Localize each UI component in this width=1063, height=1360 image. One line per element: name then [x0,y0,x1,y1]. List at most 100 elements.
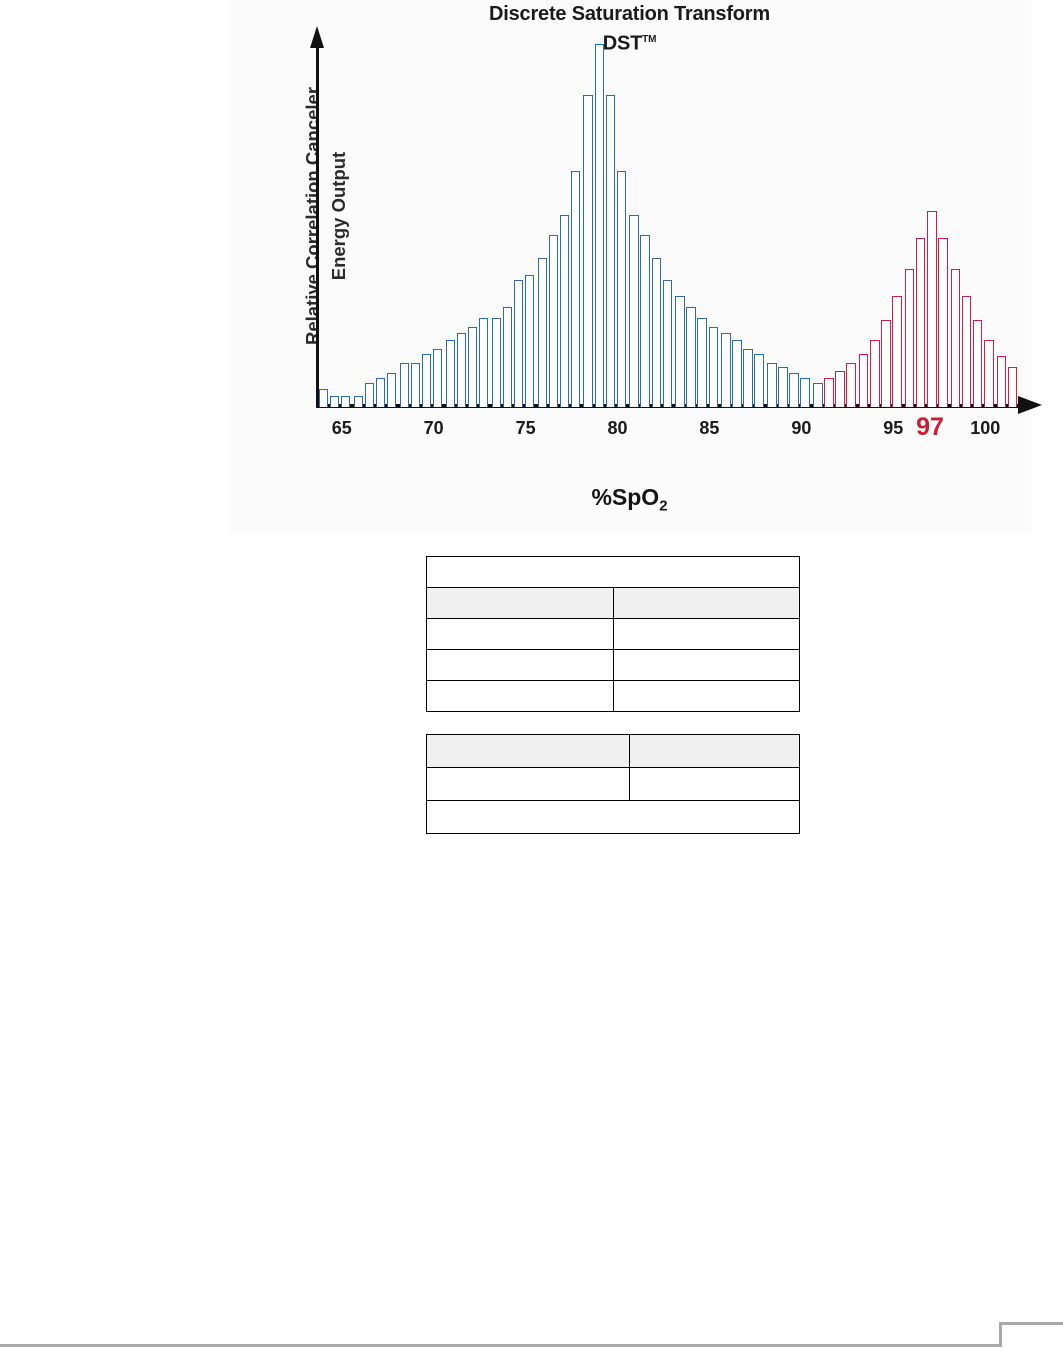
table-row [426,800,800,834]
histogram-bar [686,307,696,407]
histogram-bar [340,396,351,407]
histogram-plot-area [316,44,1022,407]
table-cell [426,587,614,619]
data-table-two [426,734,800,834]
histogram-bar [813,383,823,407]
histogram-bar [605,94,615,407]
x-tick-label: 85 [699,418,720,438]
table-row [426,767,800,801]
y-axis-arrow-icon [310,26,324,48]
histogram-bar [767,363,777,407]
chart-title: Discrete Saturation Transform DSTTM [228,2,1031,57]
histogram-bar [927,210,937,407]
table-cell [426,800,800,834]
histogram-bar [662,279,672,407]
histogram-bar [846,363,856,407]
x-tick-label: 65 [331,418,352,438]
table-cell [426,556,800,588]
table-cell [426,734,630,768]
table-row [426,618,800,650]
histogram-bar [375,377,385,407]
chart-title-line2: DSTTM [228,27,1031,57]
histogram-bar [800,377,810,407]
histogram-bar [905,269,915,407]
data-table-one [426,556,800,712]
histogram-bar [973,319,983,407]
histogram-bar [491,318,501,407]
histogram-bar [386,372,396,407]
histogram-bar [399,363,409,407]
x-tick-label: 70 [423,418,444,438]
histogram-bar [721,332,731,407]
histogram-bar [789,372,799,407]
histogram-bar [754,354,764,407]
histogram-bar [570,171,580,407]
x-tick-label: 90 [791,418,812,438]
histogram-bar [675,296,685,407]
table-row [426,680,800,712]
histogram-bar [478,318,488,407]
histogram-bar [467,327,477,407]
x-axis-tick-labels: 65 70 75 80 85 90 95 97 100 [228,413,1031,454]
histogram-bar [881,319,891,407]
histogram-bar [559,214,569,407]
histogram-bar [629,214,639,407]
x-tick-label-highlight: 97 [916,413,944,441]
table-cell [612,649,800,681]
histogram-bar [329,396,339,407]
histogram-bar [456,332,466,407]
histogram-bar [951,269,961,407]
histogram-bar [997,356,1007,407]
footer-rule-step [999,1322,1002,1347]
table-row [426,556,800,588]
footer-rule-right [999,1322,1063,1325]
histogram-bar [432,348,442,407]
histogram-bar [697,318,707,407]
table-cell [629,767,800,801]
histogram-bar [938,238,948,407]
table-cell [426,618,614,650]
chart-title-acronym: DST [602,32,643,55]
histogram-bar [537,258,547,407]
histogram-bar [583,94,593,407]
x-tick-label: 100 [970,418,1001,438]
table-row [426,649,800,681]
histogram-bar [410,363,420,407]
histogram-bar [353,396,363,407]
data-table-one-body [426,556,800,712]
x-axis-label-main: %SpO [591,484,660,510]
y-axis-line [316,44,319,407]
table-cell [426,649,614,681]
histogram-bar [916,238,926,407]
x-axis-label-subscript: 2 [659,497,668,515]
histogram-bar [651,258,661,407]
histogram-bar [445,339,455,407]
histogram-bar [743,348,753,407]
histogram-bar [962,296,972,407]
table-row [426,587,800,619]
trademark-symbol: TM [642,34,657,45]
histogram-bar [548,234,558,407]
x-tick-label: 80 [607,418,628,438]
histogram-bar [616,171,626,407]
table-cell [612,587,800,619]
x-axis-arrow-icon [1018,396,1042,414]
figure-panel: Discrete Saturation Transform DSTTM Rela… [228,0,1042,533]
histogram-bar [513,279,523,407]
histogram-bar [318,388,328,407]
x-axis-label: %SpO2 [228,484,1031,515]
histogram-bar [640,234,650,407]
histogram-bar [364,383,374,407]
table-cell [612,618,800,650]
chart-title-line1: Discrete Saturation Transform [489,3,770,25]
histogram-bar [824,377,834,407]
histogram-bar [892,296,902,407]
table-cell [426,767,630,801]
x-tick-label: 75 [515,418,536,438]
histogram-bar [524,274,534,407]
table-cell [426,680,614,712]
histogram-bar [984,339,994,407]
table-row [426,734,800,768]
histogram-bar [1008,367,1018,407]
histogram-bar [594,44,604,407]
